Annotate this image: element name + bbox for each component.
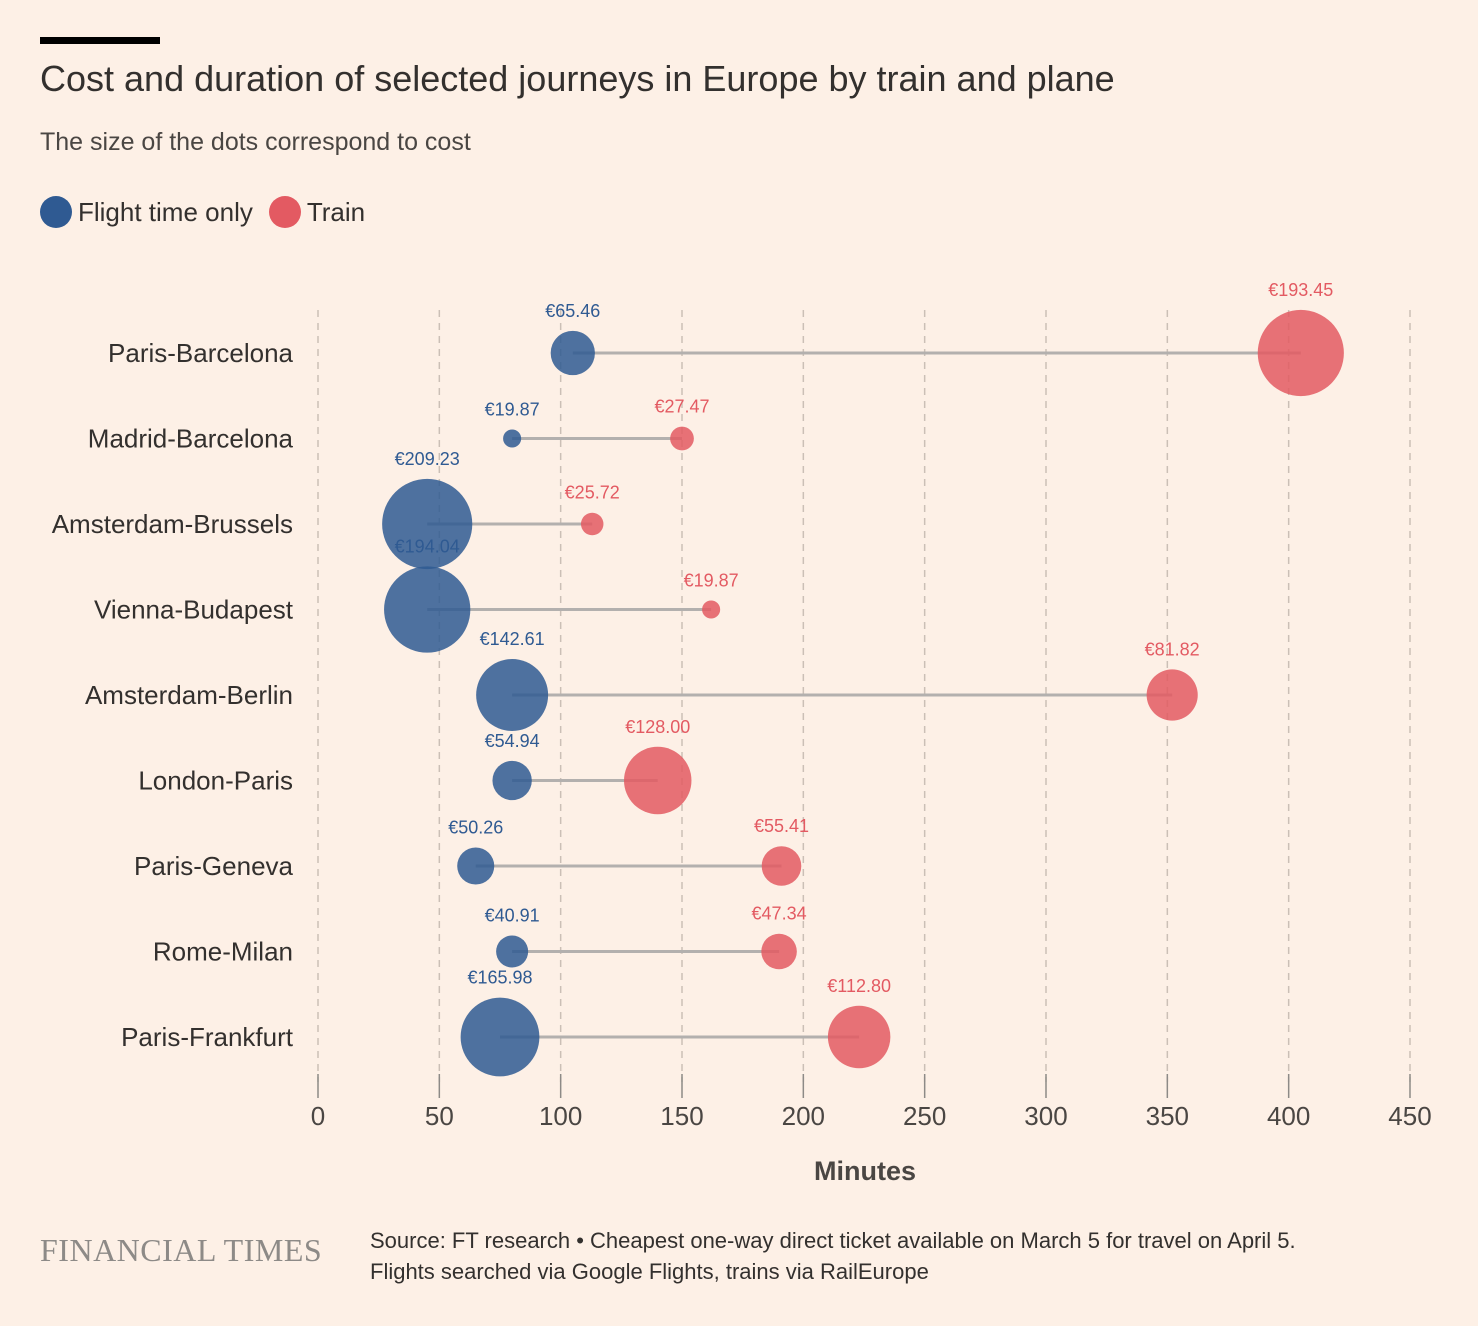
x-tick-label-0: 0 — [311, 1101, 325, 1131]
train-dot — [827, 1005, 891, 1069]
flight-dot — [460, 997, 540, 1077]
route-row: Paris-Frankfurt €165.98 €112.80 — [121, 968, 891, 1077]
route-label: London-Paris — [138, 766, 293, 796]
x-tick-label-50: 50 — [425, 1101, 454, 1131]
flight-dot — [503, 429, 522, 448]
flight-dot — [457, 847, 495, 885]
legend-item-flight: Flight time only — [40, 196, 253, 228]
train-cost-label: €193.45 — [1268, 280, 1333, 300]
flight-dot — [492, 760, 532, 801]
chart-subtitle: The size of the dots correspond to cost — [40, 128, 471, 156]
train-cost-label: €112.80 — [827, 976, 891, 996]
train-dot — [761, 846, 802, 886]
route-row: Paris-Barcelona €65.46 €193.45 — [108, 280, 1344, 397]
route-label: Madrid-Barcelona — [88, 424, 294, 454]
route-label: Rome-Milan — [153, 937, 293, 967]
route-row: Amsterdam-Brussels €209.23 €25.72 — [52, 449, 620, 570]
train-dot — [1146, 669, 1198, 721]
legend: Flight time only Train — [40, 196, 381, 228]
source-note: Source: FT research • Cheapest one-way d… — [370, 1225, 1460, 1287]
chart-title: Cost and duration of selected journeys i… — [40, 58, 1115, 99]
route-rows: Paris-Barcelona €65.46 €193.45 Madrid-Barce… — [52, 280, 1344, 1077]
route-label: Amsterdam-Brussels — [52, 509, 293, 539]
flight-dot — [550, 330, 595, 376]
route-label: Paris-Frankfurt — [121, 1022, 294, 1052]
legend-swatch-flight — [40, 196, 72, 228]
source-line-1: Source: FT research • Cheapest one-way d… — [370, 1228, 1296, 1253]
train-dot — [761, 933, 797, 970]
gridlines — [317, 310, 1411, 1082]
train-cost-label: €25.72 — [565, 483, 620, 503]
route-label: Paris-Geneva — [134, 851, 293, 881]
x-tick-label-400: 400 — [1267, 1101, 1310, 1131]
train-cost-label: €81.82 — [1145, 639, 1200, 659]
train-cost-label: €55.41 — [754, 816, 809, 836]
x-tick-label-450: 450 — [1388, 1101, 1431, 1131]
flight-cost-label: €54.94 — [485, 731, 540, 751]
x-tick-label-300: 300 — [1024, 1101, 1067, 1131]
train-dot — [580, 512, 604, 536]
route-row: London-Paris €54.94 €128.00 — [138, 717, 692, 815]
train-dot — [1257, 309, 1344, 397]
route-label: Paris-Barcelona — [108, 338, 294, 368]
flight-cost-label: €165.98 — [467, 968, 532, 988]
train-cost-label: €19.87 — [684, 570, 739, 590]
flight-dot — [382, 478, 473, 570]
x-tick-label-100: 100 — [539, 1101, 582, 1131]
route-label: Amsterdam-Berlin — [85, 680, 293, 710]
flight-dot — [496, 935, 529, 968]
flight-dot — [476, 659, 549, 731]
dumbbell-chart: Paris-Barcelona €65.46 €193.45 Madrid-Barce… — [52, 280, 1432, 1186]
flight-cost-label: €50.26 — [448, 817, 503, 837]
x-tick-label-350: 350 — [1146, 1101, 1189, 1131]
train-cost-label: €27.47 — [654, 397, 709, 417]
legend-label-flight: Flight time only — [78, 196, 253, 227]
x-tick-label-150: 150 — [660, 1101, 703, 1131]
title-accent-bar — [40, 37, 160, 44]
train-cost-label: €128.00 — [625, 717, 690, 737]
flight-cost-label: €65.46 — [545, 301, 600, 321]
x-axis-label: Minutes — [814, 1156, 916, 1186]
legend-swatch-train — [268, 196, 301, 228]
legend-item-train: Train — [268, 196, 366, 228]
flight-cost-label: €19.87 — [485, 399, 540, 419]
route-row: Amsterdam-Berlin €142.61 €81.82 — [85, 629, 1200, 731]
source-line-2: Flights searched via Google Flights, tra… — [370, 1259, 929, 1284]
flight-cost-label: €209.23 — [395, 449, 460, 469]
ft-logo: FINANCIAL TIMES — [40, 1232, 323, 1268]
train-dot — [670, 426, 694, 451]
flight-cost-label: €142.61 — [480, 629, 545, 649]
train-dot — [624, 746, 692, 815]
x-axis: 0 50 100 150 200 250 300 350 400 450 — [311, 1074, 1432, 1131]
train-dot — [702, 600, 721, 619]
route-row: Madrid-Barcelona €19.87 €27.47 — [88, 397, 710, 454]
x-tick-label-200: 200 — [782, 1101, 825, 1131]
route-row: Paris-Geneva €50.26 €55.41 — [134, 816, 809, 886]
legend-label-train: Train — [306, 196, 366, 227]
route-row: Vienna-Budapest €194.04 €19.87 — [94, 536, 739, 653]
train-cost-label: €47.34 — [752, 904, 807, 924]
flight-cost-label: €40.91 — [485, 905, 540, 925]
flight-cost-label: €194.04 — [395, 536, 460, 556]
x-tick-label-250: 250 — [903, 1101, 946, 1131]
flight-dot — [384, 566, 471, 653]
route-row: Rome-Milan €40.91 €47.34 — [153, 904, 807, 970]
route-label: Vienna-Budapest — [94, 595, 294, 625]
